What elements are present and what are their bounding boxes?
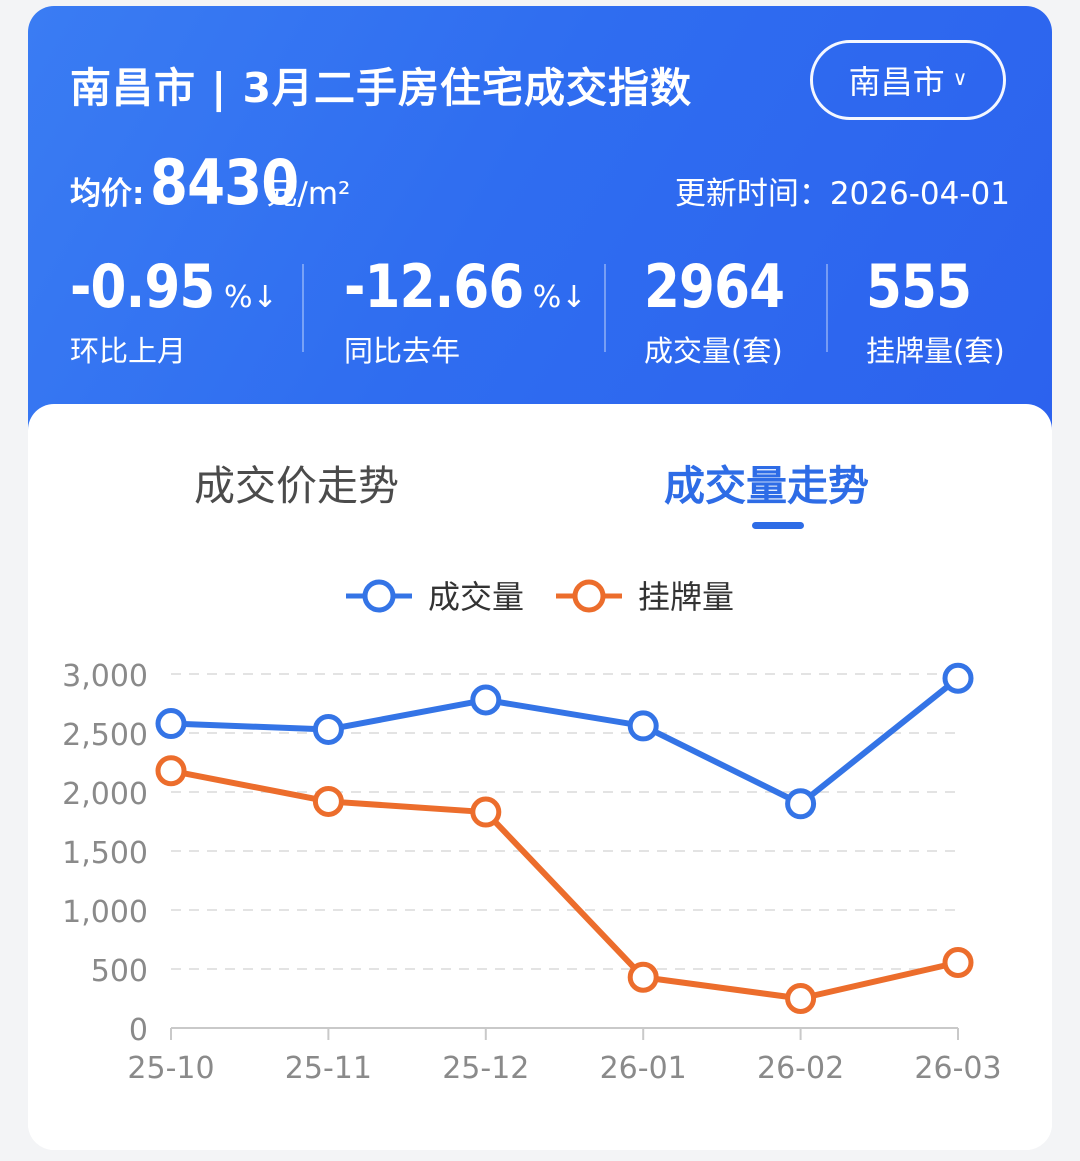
update-time: 更新时间：2026-04-01 — [674, 176, 1010, 212]
stat-volume: 2964 成交量(套) — [644, 252, 811, 370]
stat-divider — [826, 264, 828, 352]
stat-listing: 555 挂牌量(套) — [866, 252, 1005, 370]
y-tick-label: 2,000 — [62, 777, 148, 812]
legend-label: 挂牌量 — [638, 578, 734, 616]
tab-price-trend[interactable]: 成交价走势 — [194, 462, 399, 510]
data-point — [785, 983, 817, 1014]
stat-mom: -0.95 %↓ 环比上月 — [70, 252, 278, 370]
stat-listing-value: 555 — [866, 252, 972, 322]
y-tick-label: 1,500 — [62, 836, 148, 871]
stat-yoy-suffix: %↓ — [532, 280, 587, 315]
stat-mom-label: 环比上月 — [70, 334, 187, 368]
page-title: 南昌市 | 3月二手房住宅成交指数 — [70, 64, 693, 112]
data-point — [470, 796, 502, 828]
x-tick-label: 25-10 — [127, 1051, 214, 1086]
y-tick-label: 500 — [91, 954, 148, 989]
chevron-down-icon: ∨ — [952, 66, 968, 90]
legend-label: 成交量 — [428, 578, 524, 616]
data-point — [627, 961, 659, 993]
stat-mom-value: -0.95 — [70, 252, 215, 322]
data-point — [942, 662, 974, 694]
stat-yoy: -12.66 %↓ 同比去年 — [344, 252, 586, 370]
average-price-unit: 元/m² — [266, 176, 351, 212]
stat-divider — [604, 264, 606, 352]
x-tick-label: 26-01 — [600, 1051, 687, 1086]
x-tick-label: 25-11 — [285, 1051, 372, 1086]
data-point — [785, 788, 817, 820]
stat-divider — [302, 264, 304, 352]
y-tick-label: 0 — [129, 1013, 148, 1048]
stat-yoy-label: 同比去年 — [344, 334, 461, 368]
x-tick-label: 26-03 — [914, 1051, 1001, 1086]
x-tick-label: 25-12 — [442, 1051, 529, 1086]
stat-listing-label: 挂牌量(套) — [866, 334, 1005, 368]
data-point — [312, 713, 344, 745]
stat-yoy-value: -12.66 — [344, 252, 524, 322]
data-point — [155, 708, 187, 740]
legend-marker — [362, 579, 396, 613]
active-tab-indicator — [752, 522, 804, 529]
city-selector-label: 南昌市 — [848, 63, 945, 101]
stat-volume-value: 2964 — [644, 252, 785, 322]
series-line-volume — [170, 675, 960, 807]
header-banner: 南昌市 | 3月二手房住宅成交指数 南昌市 ∨ 均价: 8430 元/m² 更新… — [28, 6, 1052, 446]
y-tick-label: 1,000 — [62, 895, 148, 930]
x-tick-label: 26-02 — [757, 1051, 844, 1086]
average-price-label: 均价: — [70, 176, 145, 212]
legend-marker — [572, 579, 606, 613]
data-point — [942, 947, 974, 979]
data-point — [312, 785, 344, 817]
y-tick-label: 3,000 — [62, 659, 148, 694]
data-point — [470, 684, 502, 716]
city-selector-button[interactable]: 南昌市 ∨ — [810, 40, 1006, 120]
index-card: 南昌市 | 3月二手房住宅成交指数 南昌市 ∨ 均价: 8430 元/m² 更新… — [28, 6, 1052, 1150]
y-tick-label: 2,500 — [62, 718, 148, 753]
stat-volume-label: 成交量(套) — [644, 334, 783, 368]
average-price: 均价: 8430 元/m² — [70, 146, 350, 219]
data-point — [155, 755, 187, 787]
stat-mom-suffix: %↓ — [223, 280, 278, 315]
tab-volume-trend[interactable]: 成交量走势 — [664, 462, 869, 510]
series-line-listing — [170, 767, 959, 1002]
data-point — [627, 710, 659, 742]
